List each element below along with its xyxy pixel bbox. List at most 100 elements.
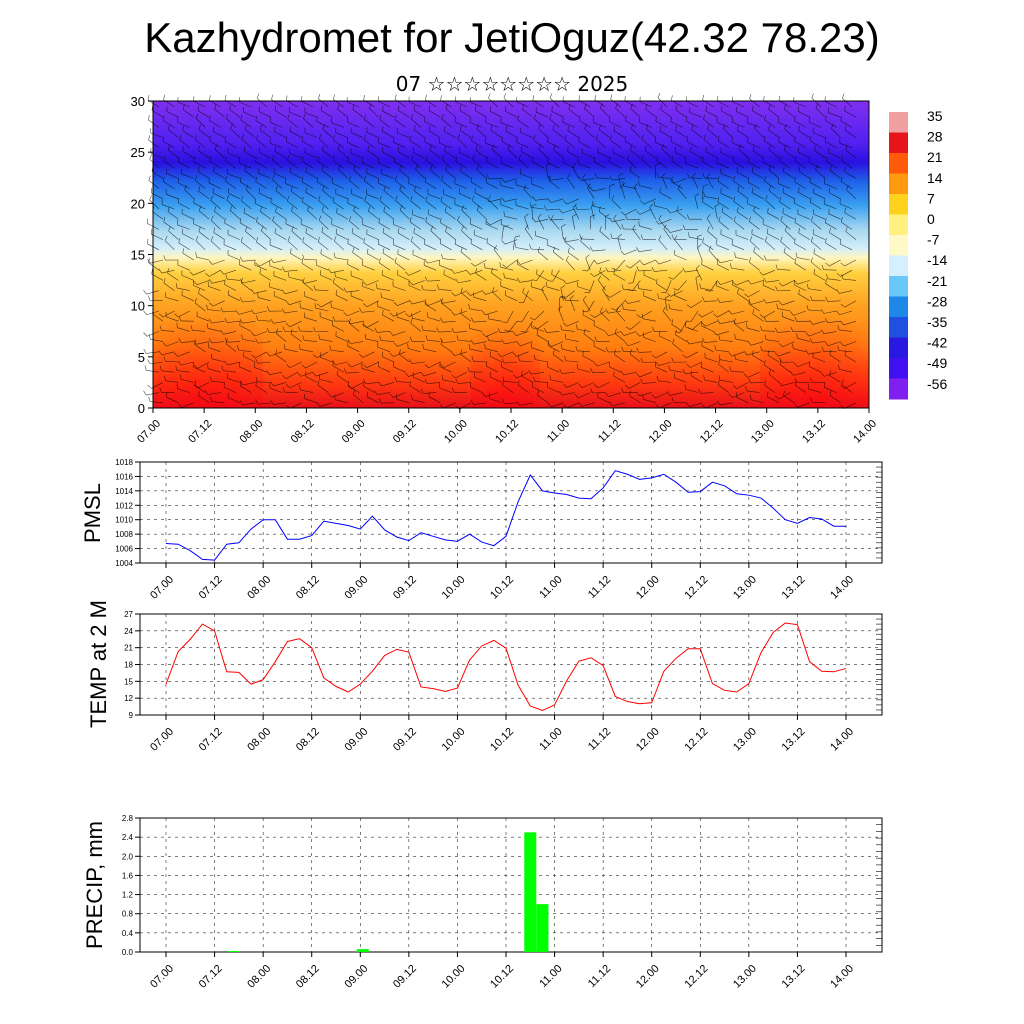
- wind-barb: [661, 148, 672, 159]
- wind-barb-feather: [575, 345, 578, 351]
- wind-barb: [350, 341, 364, 344]
- wind-barb: [214, 210, 225, 220]
- y-tick-label: 27: [124, 610, 133, 619]
- wind-barb-feather: [528, 369, 532, 375]
- wind-barb: [331, 392, 344, 398]
- wind-barb: [624, 208, 637, 216]
- wind-barb: [304, 339, 318, 342]
- wind-barb: [629, 395, 641, 404]
- wind-barb: [245, 231, 256, 240]
- wind-barb-feather: [290, 248, 292, 254]
- wind-barb-feather: [810, 236, 814, 242]
- wind-barb-feather: [794, 362, 798, 367]
- wind-barb: [720, 152, 733, 159]
- wind-barb: [643, 274, 656, 281]
- wind-barb: [584, 128, 595, 138]
- wind-barb: [363, 242, 375, 251]
- wind-barb: [148, 180, 160, 189]
- wind-barb: [763, 162, 776, 169]
- wind-barb-feather: [564, 355, 567, 361]
- wind-barb-feather: [197, 105, 200, 111]
- wind-barb: [269, 351, 283, 357]
- wind-barb: [274, 232, 287, 240]
- wind-barb: [719, 379, 733, 383]
- wind-barb: [814, 150, 826, 159]
- wind-barb: [269, 244, 283, 251]
- wind-barb: [501, 226, 504, 240]
- wind-barb: [721, 211, 733, 220]
- wind-barb: [321, 210, 333, 220]
- wind-barb-feather: [255, 262, 260, 267]
- wind-barb: [829, 375, 841, 383]
- wind-barb-feather: [289, 167, 291, 173]
- wind-barb-feather: [594, 94, 597, 100]
- wind-barb-feather: [732, 281, 737, 286]
- x-tick-label: 09.00: [342, 574, 370, 602]
- wind-barb: [617, 237, 622, 250]
- wind-barb: [762, 223, 776, 230]
- wind-barb-feather: [779, 357, 782, 363]
- wind-barb: [414, 190, 425, 200]
- wind-barb: [747, 122, 760, 128]
- wind-barb-feather: [193, 157, 195, 163]
- wind-barb: [336, 212, 348, 220]
- wind-barb: [500, 185, 514, 189]
- wind-barb: [751, 172, 764, 179]
- wind-barb: [626, 158, 637, 169]
- wind-barb-feather: [317, 156, 319, 162]
- wind-barb: [632, 280, 641, 291]
- wind-barb-feather: [775, 327, 778, 333]
- wind-barb-feather: [470, 339, 474, 345]
- wind-barb: [716, 285, 729, 291]
- wind-barb: [378, 142, 391, 149]
- wind-barb: [630, 108, 641, 118]
- wind-barb-feather: [274, 105, 277, 111]
- wind-barb: [569, 298, 576, 312]
- wind-barb: [751, 300, 764, 305]
- wind-barb: [689, 341, 703, 345]
- wind-barb: [336, 233, 348, 240]
- wind-barb: [274, 295, 287, 302]
- wind-barb-feather: [718, 216, 721, 222]
- wind-barb-feather: [239, 217, 242, 223]
- wind-barb: [677, 280, 687, 291]
- wind-barb: [609, 290, 622, 298]
- wind-barb: [378, 101, 391, 108]
- wind-barb: [844, 212, 857, 220]
- y-tick-label: 9: [129, 711, 134, 720]
- wind-barb: [840, 120, 853, 128]
- wind-barb-feather: [178, 157, 180, 163]
- wind-barb: [316, 121, 329, 128]
- wind-barb-feather: [182, 146, 184, 152]
- wind-barb: [362, 351, 375, 358]
- wind-barb-feather: [752, 105, 754, 111]
- wind-barb-feather: [475, 268, 477, 274]
- wind-barb-feather: [333, 94, 335, 100]
- x-tick-label: 10.00: [440, 726, 468, 754]
- wind-barb: [632, 270, 637, 283]
- wind-barb: [350, 320, 364, 325]
- wind-barb-feather: [598, 206, 601, 212]
- wind-barb-feather: [836, 289, 840, 294]
- wind-barb-feather: [210, 396, 212, 402]
- wind-barb-feather: [363, 381, 365, 387]
- wind-barb-feather: [637, 283, 640, 289]
- wind-barb: [731, 371, 745, 373]
- wind-barb-feather: [397, 146, 399, 152]
- wind-barb: [720, 173, 733, 179]
- wind-barb: [290, 333, 302, 342]
- wind-barb-feather: [640, 200, 645, 205]
- wind-barb: [720, 259, 733, 264]
- wind-barb: [399, 189, 410, 200]
- wind-barb: [558, 309, 564, 322]
- wind-barb: [767, 355, 780, 363]
- wind-barb: [331, 307, 344, 312]
- wind-barb-feather: [671, 397, 674, 403]
- wind-barb: [597, 259, 610, 265]
- wind-barb: [846, 189, 857, 200]
- wind-barb-feather: [240, 115, 243, 121]
- wind-barb-feather: [563, 200, 568, 205]
- wind-barb-feather: [794, 378, 798, 383]
- wind-barb: [366, 361, 379, 368]
- y-tick-label: 1.6: [122, 871, 134, 880]
